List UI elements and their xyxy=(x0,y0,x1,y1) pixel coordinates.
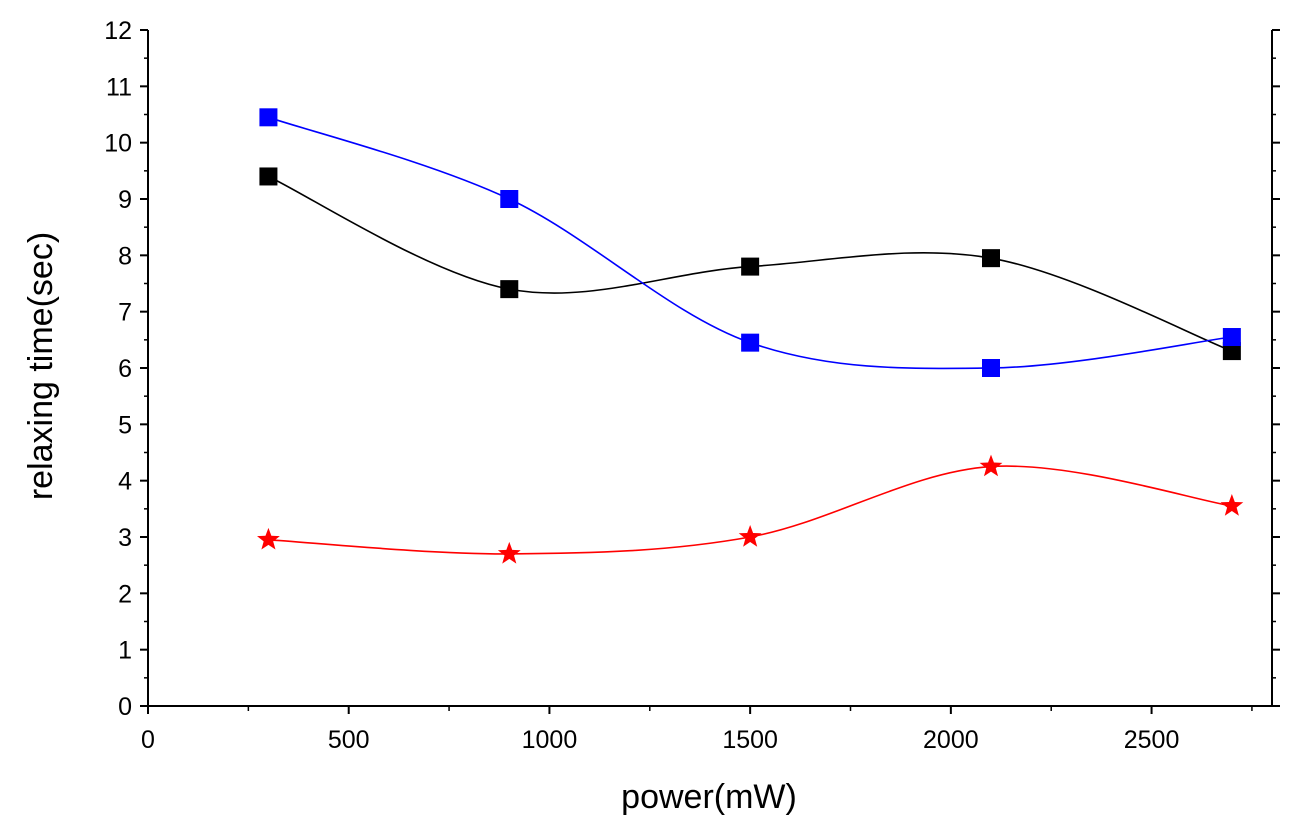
y-tick-label: 0 xyxy=(118,693,132,721)
y-tick-label: 10 xyxy=(104,130,132,158)
y-tick-label: 1 xyxy=(118,637,132,665)
y-tick-label: 2 xyxy=(118,580,132,608)
y-tick-label: 4 xyxy=(118,468,132,496)
x-tick-label: 1000 xyxy=(522,726,578,754)
square-point xyxy=(259,167,278,186)
square-point xyxy=(1222,342,1241,361)
x-tick-label: 2500 xyxy=(1124,726,1180,754)
series-line xyxy=(268,116,1232,370)
x-axis-title: power(mW) xyxy=(621,778,797,816)
y-tick-label: 7 xyxy=(118,299,132,327)
star-point xyxy=(1220,494,1244,516)
square-point xyxy=(982,249,1000,268)
series-2 xyxy=(259,108,1241,377)
star-point xyxy=(979,454,1003,477)
square-point xyxy=(741,257,760,276)
x-tick-label: 0 xyxy=(141,726,155,754)
y-tick-label: 8 xyxy=(118,242,132,270)
y-tick-label: 9 xyxy=(118,186,132,214)
square-point xyxy=(1222,328,1241,347)
y-tick-label: 12 xyxy=(104,17,132,45)
square-point xyxy=(500,280,519,299)
y-tick-label: 11 xyxy=(106,73,132,101)
square-point xyxy=(500,190,519,208)
series-1 xyxy=(259,167,1241,361)
x-tick-label: 500 xyxy=(328,726,370,754)
data-series xyxy=(257,108,1244,564)
tick-marks xyxy=(140,29,1280,714)
square-point xyxy=(259,108,278,127)
series-3 xyxy=(257,454,1244,564)
y-tick-label: 3 xyxy=(118,524,132,552)
star-point xyxy=(738,525,762,547)
y-axis-title: relaxing time(sec) xyxy=(22,232,60,500)
star-point xyxy=(257,527,280,550)
square-point xyxy=(741,333,760,352)
x-tick-label: 1500 xyxy=(722,726,778,754)
square-point xyxy=(982,359,1000,377)
star-point xyxy=(497,541,521,564)
y-tick-label: 5 xyxy=(118,411,132,439)
x-tick-label: 2000 xyxy=(923,726,979,754)
y-tick-label: 6 xyxy=(118,355,132,383)
